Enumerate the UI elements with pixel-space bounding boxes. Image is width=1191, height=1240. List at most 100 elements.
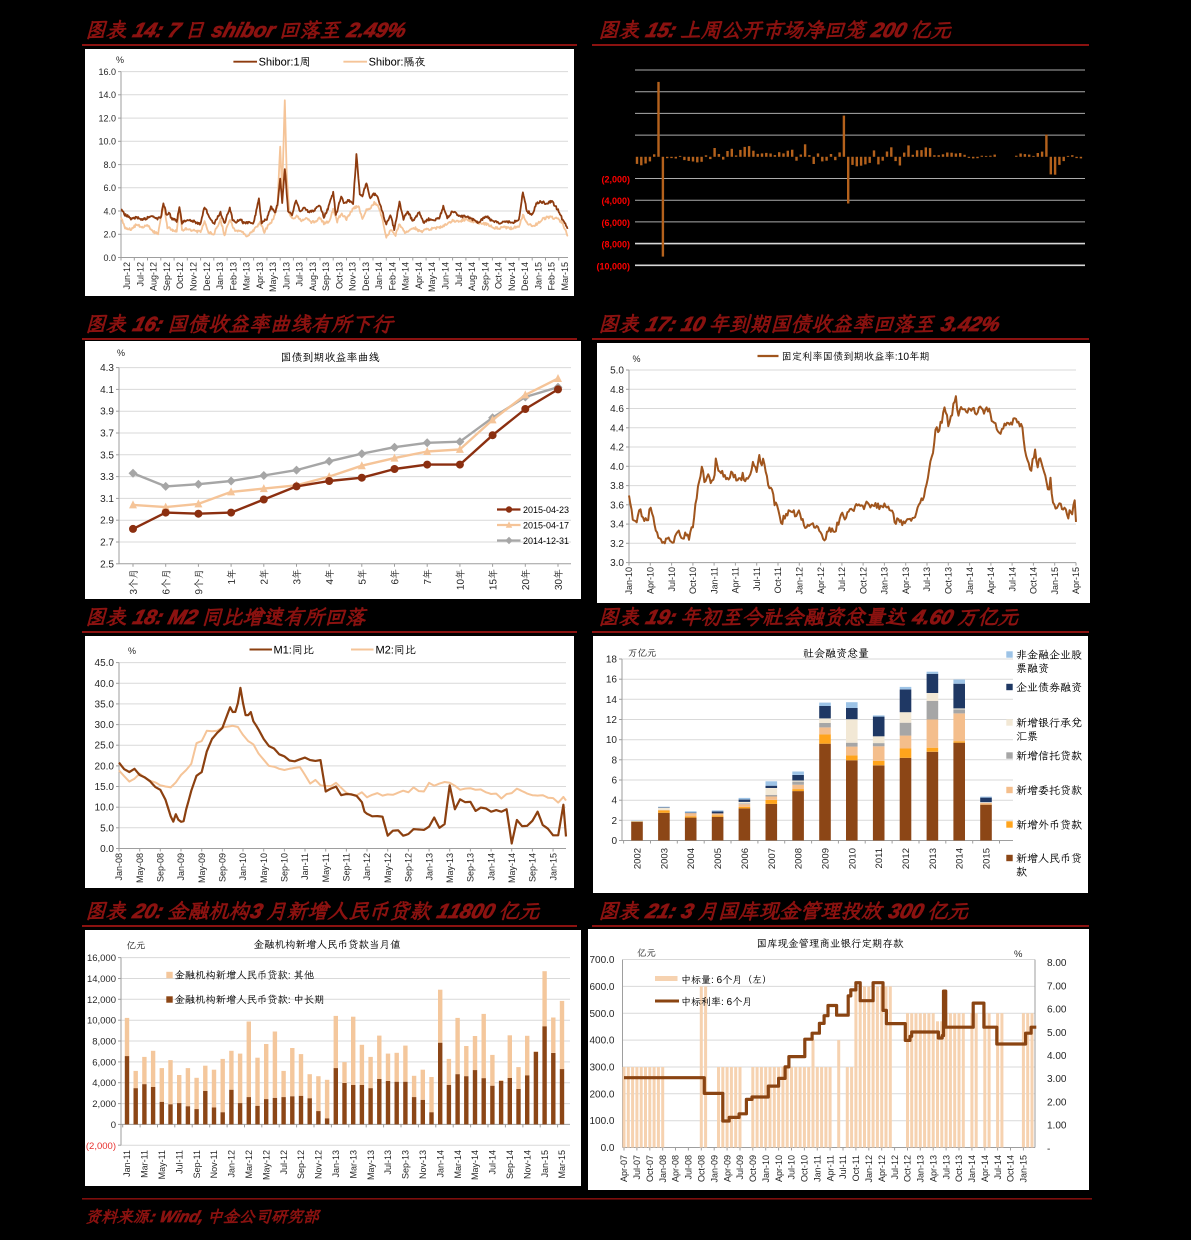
svg-text:Jul-11: Jul-11 bbox=[174, 1150, 184, 1174]
svg-text:4.6: 4.6 bbox=[610, 404, 624, 415]
svg-text:2014: 2014 bbox=[955, 848, 966, 869]
svg-text:2008: 2008 bbox=[794, 848, 805, 869]
svg-text:Mar-12: Mar-12 bbox=[244, 1150, 254, 1179]
svg-text:Sep-13: Sep-13 bbox=[466, 853, 476, 882]
svg-text:Jul-14: Jul-14 bbox=[1007, 567, 1017, 592]
svg-text:Dec-13: Dec-13 bbox=[361, 262, 371, 291]
svg-text:Oct-13: Oct-13 bbox=[954, 1155, 964, 1182]
svg-text:Jan-09: Jan-09 bbox=[176, 853, 186, 881]
svg-text:Jul-11: Jul-11 bbox=[752, 567, 762, 591]
svg-text:Jun-12: Jun-12 bbox=[122, 262, 132, 290]
svg-text:12,000: 12,000 bbox=[87, 995, 116, 1006]
svg-text:2.7: 2.7 bbox=[100, 538, 114, 549]
svg-text:May-11: May-11 bbox=[157, 1150, 167, 1179]
svg-text:Sep-09: Sep-09 bbox=[218, 853, 228, 882]
svg-text:2,000: 2,000 bbox=[92, 1099, 116, 1110]
svg-text:Oct-07: Oct-07 bbox=[645, 1155, 655, 1182]
svg-text:25.0: 25.0 bbox=[95, 741, 115, 752]
svg-text:Sep-12: Sep-12 bbox=[404, 853, 414, 882]
svg-text:Jan-08: Jan-08 bbox=[658, 1155, 668, 1183]
svg-text:Apr-14: Apr-14 bbox=[980, 1155, 990, 1182]
svg-text:Jan-15: Jan-15 bbox=[533, 262, 543, 290]
svg-text:35.0: 35.0 bbox=[95, 699, 115, 710]
svg-text:2.0: 2.0 bbox=[103, 230, 116, 240]
svg-text:40.0: 40.0 bbox=[95, 679, 115, 690]
svg-text:3.00: 3.00 bbox=[1047, 1074, 1067, 1085]
svg-text:Apr-11: Apr-11 bbox=[731, 567, 741, 593]
svg-text:0: 0 bbox=[111, 1120, 116, 1131]
svg-text:3.8: 3.8 bbox=[610, 481, 624, 492]
svg-text:Apr-13: Apr-13 bbox=[901, 567, 911, 594]
svg-text:3.0: 3.0 bbox=[610, 558, 624, 569]
svg-text:Apr-07: Apr-07 bbox=[619, 1155, 629, 1182]
svg-text:Jul-13: Jul-13 bbox=[941, 1155, 951, 1180]
svg-text:12.0: 12.0 bbox=[98, 113, 116, 123]
svg-text:Jan-14: Jan-14 bbox=[374, 262, 384, 290]
svg-text:Apr-10: Apr-10 bbox=[774, 1155, 784, 1182]
svg-text:3.3: 3.3 bbox=[100, 472, 114, 483]
svg-text:2.9: 2.9 bbox=[100, 516, 114, 527]
svg-text:Apr-13: Apr-13 bbox=[928, 1155, 938, 1182]
svg-text:Sep-11: Sep-11 bbox=[342, 853, 352, 881]
svg-text:May-08: May-08 bbox=[135, 853, 145, 883]
svg-text:30.0: 30.0 bbox=[95, 720, 115, 731]
svg-text:3.9: 3.9 bbox=[100, 407, 114, 418]
svg-text:Oct-12: Oct-12 bbox=[858, 567, 868, 594]
svg-text:Jul-07: Jul-07 bbox=[632, 1155, 642, 1180]
svg-text:Jun-13: Jun-13 bbox=[281, 262, 291, 290]
svg-text:5.0: 5.0 bbox=[610, 366, 624, 377]
svg-text:%: % bbox=[117, 348, 125, 358]
svg-text:2003: 2003 bbox=[659, 848, 670, 869]
svg-text:Jan-14: Jan-14 bbox=[965, 567, 975, 595]
svg-text:16.0: 16.0 bbox=[98, 67, 116, 77]
svg-text:Jan-11: Jan-11 bbox=[122, 1150, 132, 1177]
svg-text:Jan-14: Jan-14 bbox=[967, 1155, 977, 1183]
svg-text:2007: 2007 bbox=[767, 848, 778, 869]
svg-text:Nov-13: Nov-13 bbox=[348, 262, 358, 291]
svg-text:2.00: 2.00 bbox=[1047, 1097, 1067, 1108]
svg-text:15.0: 15.0 bbox=[95, 782, 115, 793]
svg-text:May-14: May-14 bbox=[427, 262, 437, 292]
svg-text:Mar-14: Mar-14 bbox=[453, 1150, 463, 1179]
svg-text:Sep-08: Sep-08 bbox=[156, 853, 166, 882]
svg-text:Apr-14: Apr-14 bbox=[986, 567, 996, 594]
svg-text:18: 18 bbox=[606, 655, 618, 666]
svg-text:Jul-12: Jul-12 bbox=[135, 262, 145, 287]
svg-text:2002: 2002 bbox=[633, 848, 644, 869]
svg-text:3.6: 3.6 bbox=[610, 500, 624, 511]
svg-text:Jan-10: Jan-10 bbox=[238, 853, 248, 881]
svg-text:Nov-14: Nov-14 bbox=[522, 1150, 532, 1179]
svg-text:Apr-09: Apr-09 bbox=[722, 1155, 732, 1182]
svg-text:3.5: 3.5 bbox=[100, 450, 114, 461]
svg-text:Apr-12: Apr-12 bbox=[877, 1155, 887, 1182]
svg-text:2015: 2015 bbox=[982, 848, 993, 869]
svg-text:2015-04-23: 2015-04-23 bbox=[523, 505, 569, 515]
svg-text:Jan-12: Jan-12 bbox=[362, 853, 372, 881]
svg-text:Oct-13: Oct-13 bbox=[944, 567, 954, 594]
svg-text:May-12: May-12 bbox=[261, 1150, 271, 1180]
svg-text:500.0: 500.0 bbox=[589, 1009, 614, 1020]
svg-text:5.0: 5.0 bbox=[100, 823, 114, 834]
svg-text:Mar-13: Mar-13 bbox=[348, 1150, 358, 1179]
svg-text:Jul-14: Jul-14 bbox=[993, 1155, 1003, 1180]
svg-text:Aug-13: Aug-13 bbox=[308, 262, 318, 291]
svg-text:Jan-15: Jan-15 bbox=[548, 853, 558, 881]
svg-text:Jan-11: Jan-11 bbox=[709, 567, 719, 594]
svg-text:Jan-15: Jan-15 bbox=[1019, 1155, 1029, 1183]
svg-text:6.0: 6.0 bbox=[103, 183, 116, 193]
svg-text:Oct-12: Oct-12 bbox=[903, 1155, 913, 1182]
svg-text:0.0: 0.0 bbox=[100, 844, 114, 855]
svg-text:Aug-14: Aug-14 bbox=[467, 262, 477, 291]
svg-text:3.4: 3.4 bbox=[610, 520, 624, 531]
svg-text:Jan-11: Jan-11 bbox=[813, 1155, 823, 1182]
svg-text:Oct-13: Oct-13 bbox=[334, 262, 344, 289]
svg-text:0.0: 0.0 bbox=[601, 1143, 615, 1154]
svg-text:%: % bbox=[128, 646, 136, 656]
svg-text:Jun-14: Jun-14 bbox=[441, 262, 451, 290]
svg-text:Jan-15: Jan-15 bbox=[540, 1150, 550, 1178]
svg-text:%: % bbox=[116, 55, 124, 65]
svg-text:Jan-15: Jan-15 bbox=[1050, 567, 1060, 595]
svg-text:Sep-14: Sep-14 bbox=[505, 1150, 515, 1179]
svg-text:May-12: May-12 bbox=[383, 853, 393, 883]
svg-text:Jul-13: Jul-13 bbox=[922, 567, 932, 592]
